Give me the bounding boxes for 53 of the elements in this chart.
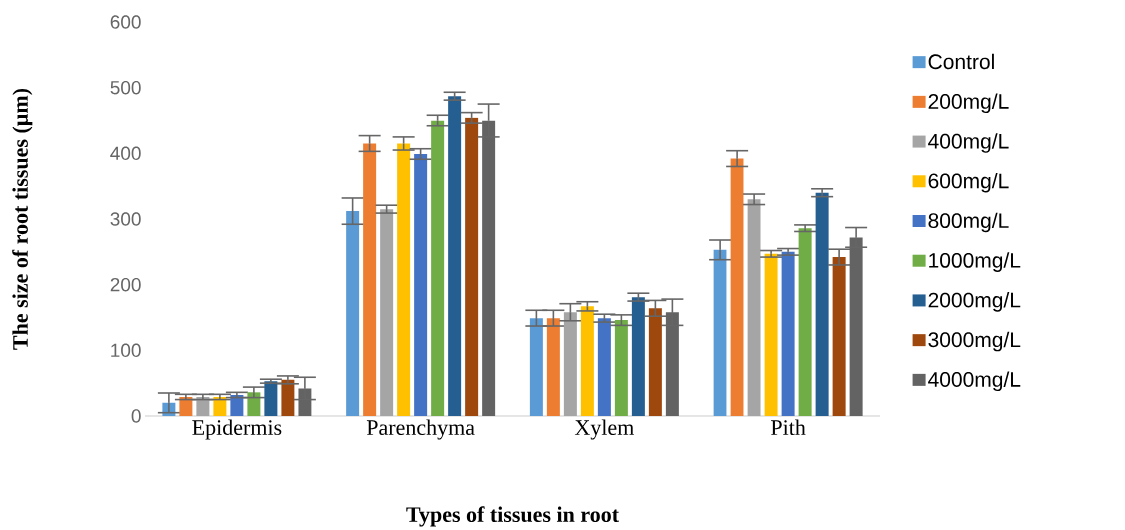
bar xyxy=(546,318,560,416)
legend-label: 1000mg/L xyxy=(929,252,1021,272)
bar xyxy=(431,120,445,416)
bar xyxy=(179,396,193,416)
bar xyxy=(414,153,428,416)
y-tick-label: 0 xyxy=(131,409,141,423)
bar xyxy=(648,308,662,416)
bar xyxy=(597,318,611,416)
bar xyxy=(264,381,278,416)
bar xyxy=(798,228,812,416)
bar xyxy=(448,96,462,416)
y-tick-label: 200 xyxy=(110,277,141,292)
bar xyxy=(631,297,645,416)
bar xyxy=(465,117,479,416)
x-tick-label: Parenchyma xyxy=(366,419,475,440)
x-tick-label: Epidermis xyxy=(192,419,282,440)
bar xyxy=(764,253,778,416)
bar xyxy=(563,312,577,416)
bar xyxy=(230,394,244,416)
bar xyxy=(247,392,261,416)
bar xyxy=(196,396,210,416)
y-tick-label: 100 xyxy=(111,343,141,358)
bar xyxy=(380,209,394,416)
legend-label: 4000mg/L xyxy=(928,371,1021,392)
legend-label: 2000mg/L xyxy=(928,292,1021,312)
legend-label: 3000mg/L xyxy=(928,331,1021,352)
y-tick-label: 600 xyxy=(110,15,141,29)
y-tick-label: 300 xyxy=(110,212,141,226)
bar xyxy=(713,249,727,416)
y-tick-label: 400 xyxy=(110,146,141,161)
bar xyxy=(614,320,628,416)
bar xyxy=(346,211,360,416)
bar xyxy=(832,257,846,416)
bar xyxy=(781,251,795,416)
bar xyxy=(529,318,543,416)
x-axis-title: Types of tissues in root xyxy=(406,506,619,527)
bar xyxy=(747,199,761,416)
bar xyxy=(730,158,744,416)
x-tick-label: Xylem xyxy=(574,419,634,440)
legend-label: 800mg/L xyxy=(928,212,1009,233)
bar xyxy=(281,379,295,416)
bar xyxy=(363,143,377,416)
bar xyxy=(397,143,411,416)
legend-label: 400mg/L xyxy=(928,133,1009,153)
y-tick-label: 500 xyxy=(110,80,141,95)
bar xyxy=(815,192,829,416)
legend-label: 200mg/L xyxy=(928,93,1009,114)
bar xyxy=(580,306,594,416)
bar xyxy=(213,396,227,416)
x-tick-label: Pith xyxy=(771,419,806,436)
y-axis-title: The size of root tissues (µm) xyxy=(12,88,33,350)
legend-label: 600mg/L xyxy=(928,172,1009,193)
legend-label: Control xyxy=(928,53,994,70)
